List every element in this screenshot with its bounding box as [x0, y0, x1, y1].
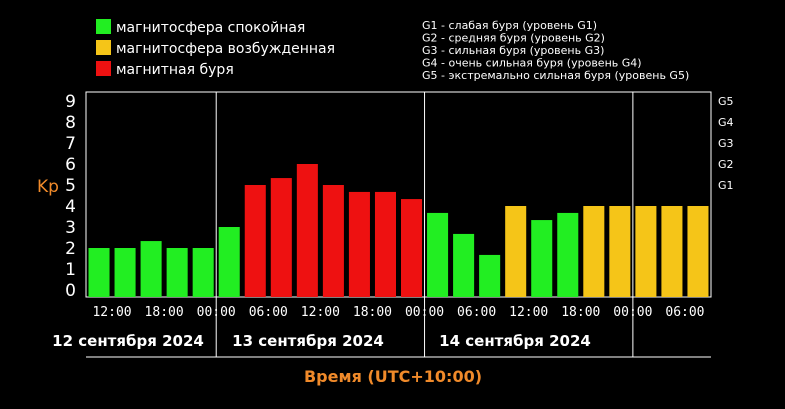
date-labels: 12 сентября 2024 13 сентября 2024 14 сентя… [52, 297, 711, 358]
kp-bar [166, 248, 188, 297]
date-label: 13 сентября 2024 [232, 332, 384, 350]
y-tick-label: 5 [65, 176, 76, 196]
kp-bar [218, 227, 240, 297]
legend-label: магнитная буря [116, 62, 234, 78]
x-tick-label: 18:00 [561, 305, 600, 320]
x-tick-label: 06:00 [665, 305, 704, 320]
x-tick-label: 06:00 [249, 305, 288, 320]
grid-lines [215, 92, 634, 297]
y-tick-label: 2 [65, 239, 76, 259]
x-axis-ticks: 12:00 18:00 00:00 06:00 12:00 18:00 00:00 06:00… [92, 305, 704, 320]
kp-bar [453, 233, 475, 297]
x-tick-label: 12:00 [509, 305, 548, 320]
kp-bar [609, 206, 631, 297]
legend-label: магнитосфера спокойная [116, 20, 305, 36]
kp-bar [322, 185, 344, 297]
kp-bar [427, 212, 449, 297]
x-tick-label: 18:00 [353, 305, 392, 320]
right-tick-label: G1 [718, 179, 734, 192]
right-tick-label: G4 [718, 116, 734, 129]
kp-bar [531, 220, 553, 297]
y-tick-label: 4 [65, 197, 76, 217]
bars [88, 164, 709, 297]
kp-bar [348, 191, 370, 297]
right-tick-label: G3 [718, 137, 734, 150]
y-tick-label: 8 [65, 113, 76, 133]
y-axis-label: Kp [37, 177, 59, 197]
date-label: 12 сентября 2024 [52, 332, 204, 350]
y-tick-label: 9 [65, 92, 76, 112]
legend-label: магнитосфера возбужденная [116, 41, 335, 57]
right-tick-label: G5 [718, 95, 734, 108]
kp-bar [505, 206, 527, 297]
y-tick-label: 7 [65, 134, 76, 154]
right-tick-label: G2 [718, 158, 734, 171]
x-tick-label: 12:00 [92, 305, 131, 320]
y-tick-label: 0 [65, 281, 76, 301]
y-tick-label: 6 [65, 155, 76, 175]
x-axis-label: Время (UTC+10:00) [304, 367, 482, 386]
right-axis-ticks: G1 G2 G3 G4 G5 [718, 95, 734, 192]
plot-frame [85, 91, 712, 298]
x-tick-label: 12:00 [301, 305, 340, 320]
kp-bar [401, 199, 423, 297]
kp-bar [114, 248, 136, 297]
kp-bar [192, 248, 214, 297]
legend-swatch [96, 19, 111, 34]
storm-level-text: G3 - сильная буря (уровень G3) [422, 44, 604, 57]
kp-bar [244, 185, 266, 297]
kp-bar [88, 248, 110, 297]
storm-level-text: G1 - слабая буря (уровень G1) [422, 19, 597, 32]
x-tick-label: 06:00 [457, 305, 496, 320]
kp-bar [687, 206, 709, 297]
kp-bar [374, 191, 396, 297]
legend-swatch [96, 40, 111, 55]
y-tick-label: 3 [65, 218, 76, 238]
x-tick-label: 18:00 [145, 305, 184, 320]
kp-bar [296, 164, 318, 297]
storm-level-text: G2 - средняя буря (уровень G2) [422, 32, 605, 45]
kp-bar [661, 206, 683, 297]
date-label: 14 сентября 2024 [439, 332, 591, 350]
kp-bar [140, 241, 162, 297]
storm-level-text: G5 - экстремально сильная буря (уровень … [422, 69, 689, 82]
kp-bar [635, 206, 657, 297]
legend-swatch [96, 61, 111, 76]
legend: магнитосфера спокойная магнитосфера возбу… [96, 19, 335, 78]
y-tick-label: 1 [65, 260, 76, 280]
storm-level-text: G4 - очень сильная буря (уровень G4) [422, 57, 642, 70]
kp-bar [479, 254, 501, 297]
storm-level-legend: G1 - слабая буря (уровень G1)G2 - средня… [422, 19, 689, 82]
kp-bar [270, 178, 292, 297]
kp-bar [583, 206, 605, 297]
kp-bar [557, 212, 579, 297]
